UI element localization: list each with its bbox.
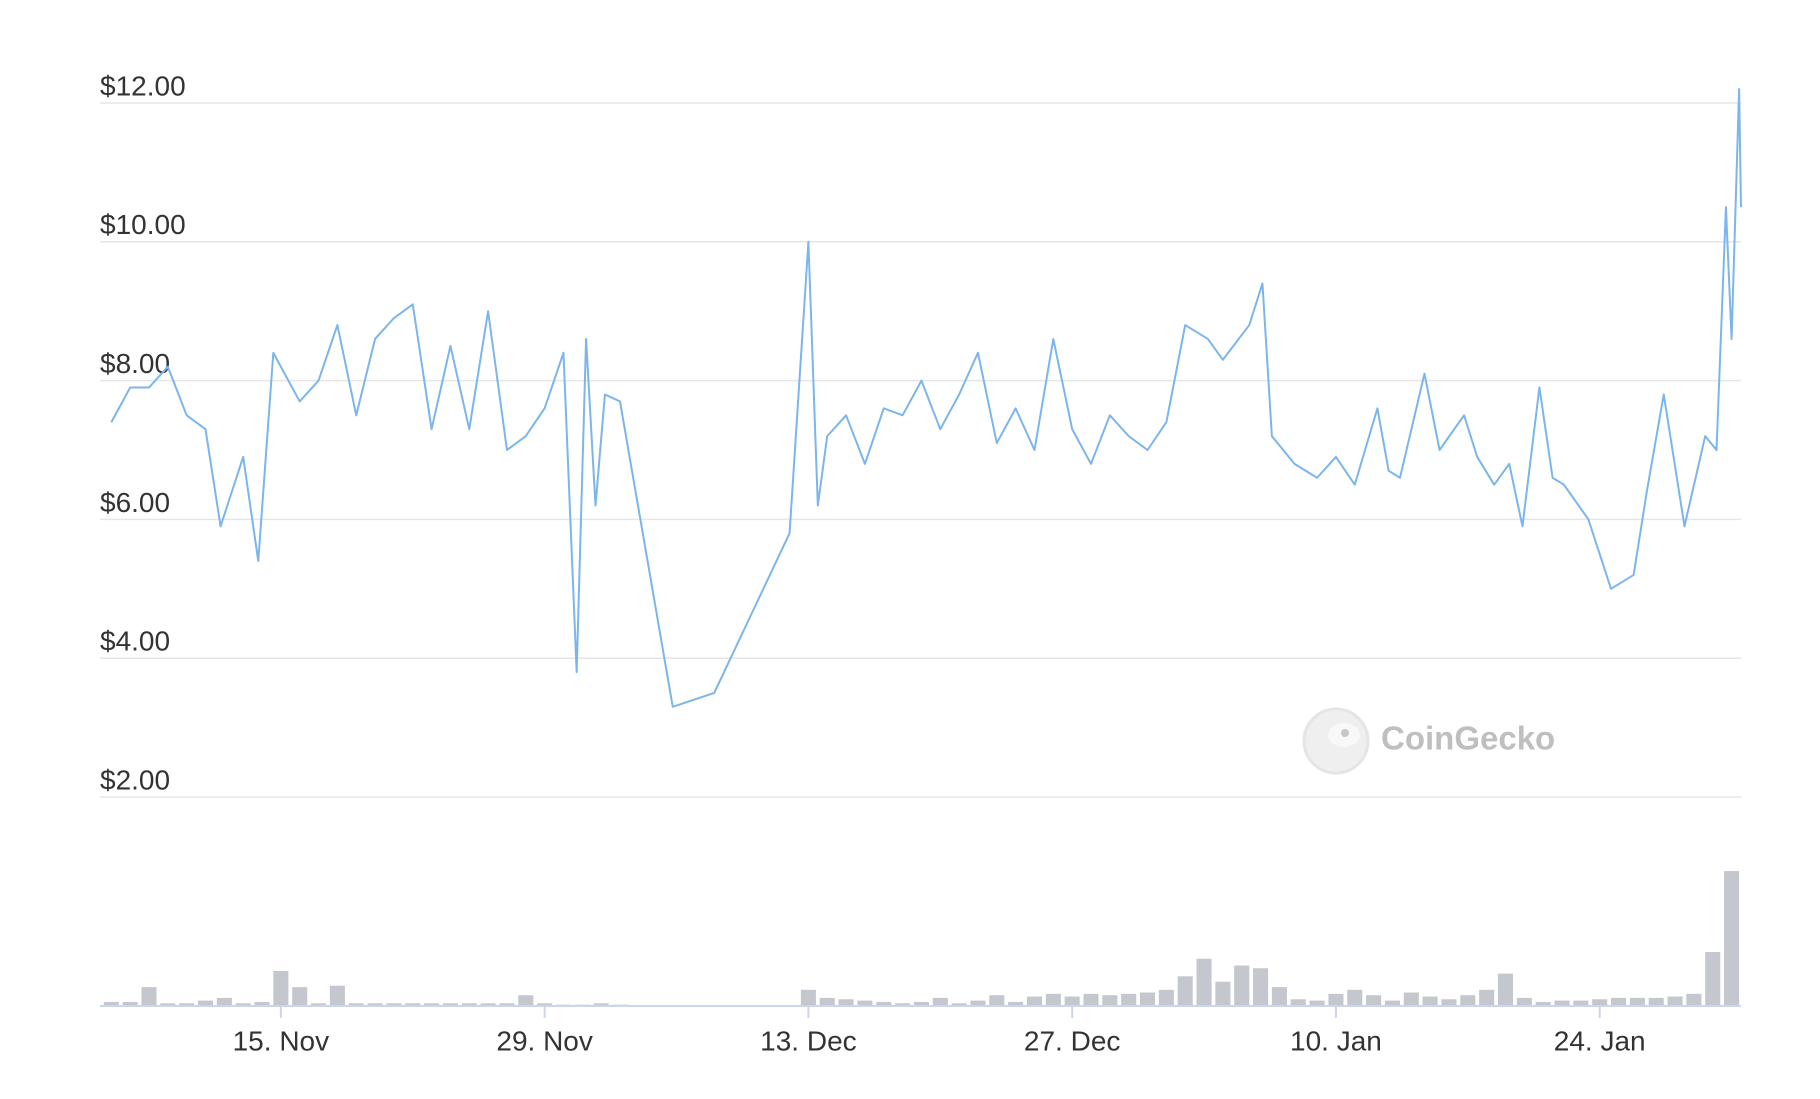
volume-bar bbox=[1422, 996, 1438, 1006]
x-tick-label: 27. Dec bbox=[1024, 1025, 1121, 1056]
volume-bar bbox=[1234, 965, 1250, 1006]
volume-bar bbox=[273, 970, 289, 1006]
x-tick-label: 29. Nov bbox=[496, 1025, 593, 1056]
volume-bar bbox=[819, 997, 835, 1006]
volume-bar bbox=[1309, 1000, 1325, 1006]
volume-bar bbox=[857, 1000, 873, 1006]
volume-bar bbox=[254, 1001, 270, 1006]
volume-bar bbox=[1102, 995, 1118, 1006]
volume-bar bbox=[1177, 976, 1193, 1006]
volume-bar bbox=[424, 1003, 440, 1006]
volume-bar bbox=[1441, 999, 1457, 1006]
price-line bbox=[110, 88, 1742, 708]
volume-bar bbox=[876, 1001, 892, 1006]
volume-bar bbox=[593, 1003, 609, 1006]
volume-bar bbox=[895, 1003, 911, 1006]
volume-bar bbox=[1121, 993, 1137, 1006]
volume-bar bbox=[216, 997, 232, 1006]
volume-bar bbox=[1026, 996, 1043, 1006]
x-tick-label: 15. Nov bbox=[233, 1025, 330, 1056]
y-tick-label: $2.00 bbox=[100, 764, 170, 795]
volume-bar bbox=[1592, 999, 1608, 1006]
volume-bar bbox=[1573, 1000, 1589, 1006]
grid bbox=[100, 102, 1741, 798]
y-tick-label: $8.00 bbox=[100, 348, 170, 379]
volume-bar bbox=[1083, 993, 1099, 1006]
volume-bar bbox=[838, 999, 854, 1006]
volume-bar bbox=[367, 1003, 383, 1006]
volume-bar bbox=[499, 1003, 515, 1006]
y-tick-label: $10.00 bbox=[100, 209, 186, 240]
volume-bar bbox=[1667, 996, 1683, 1006]
volume-bar bbox=[1384, 1000, 1400, 1006]
volume-bar bbox=[1045, 993, 1061, 1006]
volume-bar bbox=[913, 1001, 929, 1006]
volume-bar bbox=[951, 1003, 967, 1006]
volume-bar bbox=[1497, 973, 1514, 1006]
volume-bar bbox=[1139, 992, 1156, 1006]
volume-bar bbox=[1705, 952, 1721, 1006]
volume-bar bbox=[800, 989, 816, 1006]
volume-bar bbox=[537, 1003, 553, 1006]
volume-bar bbox=[1554, 1000, 1570, 1006]
volume-bar bbox=[1366, 995, 1382, 1006]
x-tick-label: 10. Jan bbox=[1290, 1025, 1382, 1056]
volume-bar bbox=[1271, 987, 1287, 1006]
volume-bar bbox=[1347, 989, 1363, 1006]
volume-bar bbox=[103, 1001, 119, 1006]
volume-bar bbox=[518, 995, 534, 1006]
watermark-logo-eye bbox=[1341, 729, 1349, 737]
volume-bar bbox=[1648, 997, 1664, 1006]
volume-bar bbox=[1724, 871, 1740, 1006]
y-tick-label: $6.00 bbox=[100, 487, 170, 518]
x-tick-label: 13. Dec bbox=[760, 1025, 857, 1056]
volume-bar bbox=[1460, 995, 1476, 1006]
volume-bar bbox=[1196, 958, 1212, 1006]
watermark-text: CoinGecko bbox=[1381, 720, 1555, 757]
volume-bar bbox=[197, 1000, 214, 1006]
volume-bar bbox=[1008, 1001, 1024, 1006]
volume-bar bbox=[989, 995, 1005, 1006]
volume-bar bbox=[292, 987, 308, 1006]
volume-bar bbox=[141, 987, 157, 1006]
volume-bar bbox=[480, 1003, 496, 1006]
volume-bar bbox=[405, 1003, 421, 1006]
x-tick-label: 24. Jan bbox=[1554, 1025, 1646, 1056]
volume-bar bbox=[932, 997, 948, 1006]
volume-bar bbox=[1328, 993, 1344, 1006]
volume-bar bbox=[329, 985, 345, 1006]
volume-bar bbox=[1290, 999, 1306, 1006]
volume-bar bbox=[1253, 968, 1269, 1006]
volume-bar bbox=[122, 1001, 138, 1006]
volume-bar bbox=[1403, 992, 1419, 1006]
volume-bar bbox=[1611, 997, 1627, 1006]
volume-bar bbox=[311, 1003, 327, 1006]
volume-bar bbox=[1516, 997, 1532, 1006]
volume-bar bbox=[461, 1003, 477, 1006]
volume-bar bbox=[1479, 989, 1495, 1006]
volume-bar bbox=[348, 1003, 364, 1006]
volume-bar bbox=[970, 1000, 986, 1006]
volume-bar bbox=[160, 1003, 176, 1006]
volume-bar bbox=[386, 1003, 402, 1006]
y-tick-label: $4.00 bbox=[100, 626, 170, 657]
volume-bar bbox=[1158, 989, 1174, 1006]
volume-bar bbox=[1215, 981, 1231, 1006]
volume-bar bbox=[1064, 996, 1080, 1006]
volume bbox=[103, 871, 1740, 1006]
volume-bar bbox=[179, 1003, 195, 1006]
volume-bar bbox=[1629, 997, 1645, 1006]
y-tick-label: $12.00 bbox=[100, 70, 186, 101]
volume-bar bbox=[1535, 1001, 1551, 1006]
volume-bar bbox=[1686, 993, 1702, 1006]
volume-bar bbox=[442, 1003, 458, 1006]
volume-bar bbox=[235, 1003, 251, 1006]
watermark: CoinGecko bbox=[1302, 707, 1555, 775]
